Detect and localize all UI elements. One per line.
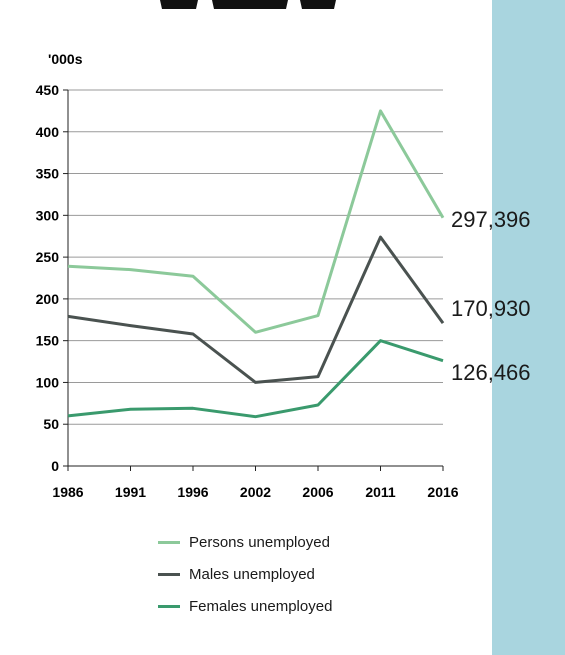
y-tick-label: 350 [36,166,60,182]
gridlines [68,89,443,425]
y-tick-label: 150 [36,333,60,349]
y-tick-label: 400 [36,124,60,140]
legend-swatch [158,572,180,576]
y-tick-label: 200 [36,291,60,307]
x-tick-label: 1991 [115,484,146,500]
x-tick-label: 1996 [177,484,208,500]
legend-swatch [158,540,180,544]
annotation-females: 126,466 [451,360,531,385]
y-unit-label: '000s [48,51,83,67]
x-axis-ticks: 1986 1991 1996 2002 2006 2011 2016 [52,466,459,500]
x-tick-label: 2011 [365,484,396,500]
y-tick-label: 100 [36,374,60,390]
legend-label: Males unemployed [189,565,315,583]
x-tick-label: 2002 [240,484,271,500]
legend-label: Persons unemployed [189,533,330,551]
series-line-1 [67,235,445,384]
y-axis-ticks: 0 50 100 150 200 250 300 350 400 450 [36,82,68,474]
series-line-2 [67,339,444,419]
y-tick-label: 0 [51,458,59,474]
legend-label: Females unemployed [189,597,333,615]
legend: Persons unemployed Males unemployed Fema… [158,526,332,622]
series-line-0 [67,109,445,334]
x-tick-label: 2016 [427,484,458,500]
y-tick-label: 300 [36,207,60,223]
legend-item-persons: Persons unemployed [158,526,332,558]
legend-swatch [158,604,180,608]
x-tick-label: 2006 [302,484,333,500]
series-lines [67,109,445,419]
y-tick-label: 250 [36,249,60,265]
annotation-males: 170,930 [451,296,531,321]
y-tick-label: 50 [43,416,59,432]
axes [67,90,443,467]
legend-item-males: Males unemployed [158,558,332,590]
legend-item-females: Females unemployed [158,590,332,622]
x-tick-label: 1986 [52,484,83,500]
annotation-persons: 297,396 [451,207,531,232]
y-tick-label: 450 [36,82,60,98]
cropped-title [160,0,336,9]
chart-panel [0,0,492,655]
